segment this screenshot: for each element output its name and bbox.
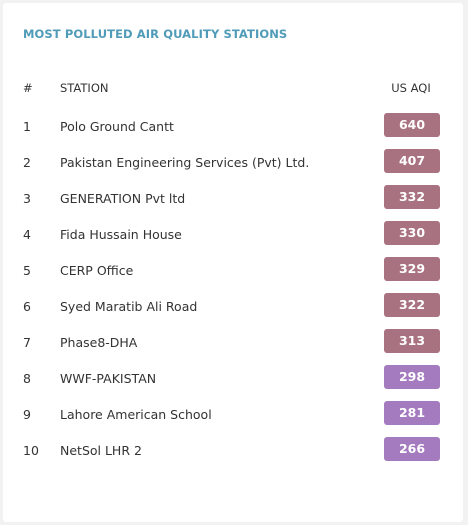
card-title: MOST POLLUTED AIR QUALITY STATIONS xyxy=(23,27,288,41)
station-name-link[interactable]: WWF-PAKISTAN xyxy=(60,371,157,386)
aqi-badge: 330 xyxy=(384,221,440,245)
station-row[interactable]: 8 WWF-PAKISTAN 298 xyxy=(3,363,463,399)
station-rank: 2 xyxy=(23,155,31,170)
station-rank: 1 xyxy=(23,119,31,134)
station-row[interactable]: 10 NetSol LHR 2 266 xyxy=(3,435,463,471)
station-row[interactable]: 9 Lahore American School 281 xyxy=(3,399,463,435)
station-name-link[interactable]: GENERATION Pvt ltd xyxy=(60,191,186,206)
aqi-badge: 266 xyxy=(384,437,440,461)
station-row[interactable]: 2 Pakistan Engineering Services (Pvt) Lt… xyxy=(3,147,463,183)
station-rank: 8 xyxy=(23,371,31,386)
station-rank: 5 xyxy=(23,263,31,278)
station-row[interactable]: 1 Polo Ground Cantt 640 xyxy=(3,111,463,147)
aqi-badge: 281 xyxy=(384,401,440,425)
aqi-badge: 298 xyxy=(384,365,440,389)
aqi-badge: 407 xyxy=(384,149,440,173)
station-name-link[interactable]: CERP Office xyxy=(60,263,134,278)
table-header: # STATION US AQI xyxy=(3,79,463,99)
station-name-link[interactable]: Polo Ground Cantt xyxy=(60,119,174,134)
aqi-badge: 332 xyxy=(384,185,440,209)
station-list: 1 Polo Ground Cantt 640 2 Pakistan Engin… xyxy=(3,111,463,471)
aqi-column-header: US AQI xyxy=(391,81,431,95)
station-name-link[interactable]: Phase8-DHA xyxy=(60,335,138,350)
station-rank: 4 xyxy=(23,227,31,242)
station-rank: 7 xyxy=(23,335,31,350)
station-rank: 3 xyxy=(23,191,31,206)
ranking-card: MOST POLLUTED AIR QUALITY STATIONS # STA… xyxy=(3,3,463,522)
aqi-badge: 322 xyxy=(384,293,440,317)
station-row[interactable]: 6 Syed Maratib Ali Road 322 xyxy=(3,291,463,327)
aqi-badge: 640 xyxy=(384,113,440,137)
station-name-link[interactable]: Pakistan Engineering Services (Pvt) Ltd. xyxy=(60,155,310,170)
station-row[interactable]: 5 CERP Office 329 xyxy=(3,255,463,291)
station-name-link[interactable]: NetSol LHR 2 xyxy=(60,443,142,458)
station-column-header: STATION xyxy=(60,81,109,95)
station-row[interactable]: 7 Phase8-DHA 313 xyxy=(3,327,463,363)
station-name-link[interactable]: Lahore American School xyxy=(60,407,212,422)
rank-column-header: # xyxy=(23,81,33,95)
station-row[interactable]: 4 Fida Hussain House 330 xyxy=(3,219,463,255)
station-rank: 6 xyxy=(23,299,31,314)
station-rank: 9 xyxy=(23,407,31,422)
station-name-link[interactable]: Fida Hussain House xyxy=(60,227,182,242)
station-row[interactable]: 3 GENERATION Pvt ltd 332 xyxy=(3,183,463,219)
aqi-badge: 313 xyxy=(384,329,440,353)
station-name-link[interactable]: Syed Maratib Ali Road xyxy=(60,299,198,314)
station-rank: 10 xyxy=(23,443,39,458)
aqi-badge: 329 xyxy=(384,257,440,281)
